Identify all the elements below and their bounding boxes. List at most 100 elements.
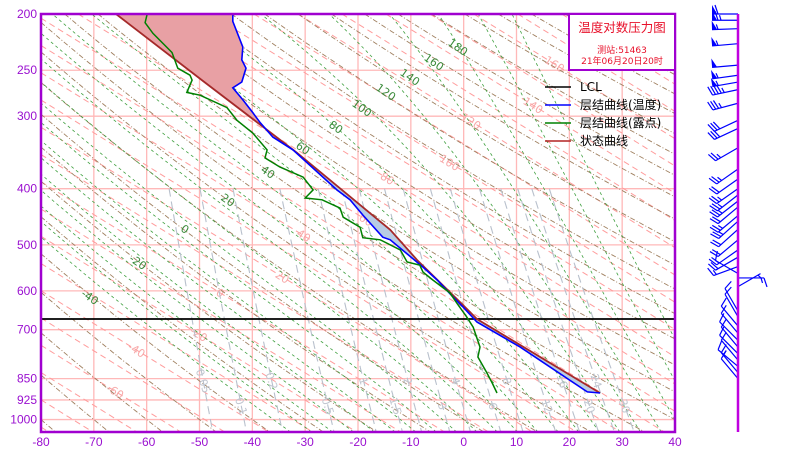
mixing-ratio-line <box>517 188 600 432</box>
wind-barb <box>738 277 768 288</box>
pink-isopleth-line <box>429 14 675 167</box>
sounding-curves <box>41 14 675 394</box>
y-tick-label: 925 <box>17 393 37 407</box>
barb-staff <box>715 259 739 274</box>
pink-isopleth-line <box>297 14 675 249</box>
x-tick-label: 0 <box>460 435 467 449</box>
barb-flag <box>711 20 718 30</box>
barb-feather <box>710 152 719 160</box>
wind-barbs <box>707 4 768 380</box>
dewpoint-curve <box>144 14 498 394</box>
barb-staff <box>720 358 739 380</box>
y-tick-label: 1000 <box>10 413 37 427</box>
pink-isopleth-label: -60 <box>104 382 126 403</box>
wind-barb <box>707 256 739 271</box>
wind-barb <box>720 331 739 361</box>
mixing-ratio-label: 30 <box>616 398 633 415</box>
wind-barb <box>714 251 739 274</box>
barb-feather <box>708 177 718 185</box>
barb-feather <box>708 258 718 266</box>
barb-feather <box>719 313 725 323</box>
moist-adiabat-line <box>511 14 675 340</box>
barb-staff <box>712 89 739 96</box>
barb-half-feather <box>721 87 725 93</box>
barb-feather <box>707 263 716 271</box>
dry-adiabat-line <box>464 14 675 135</box>
pink-isopleth-label: 100 <box>437 152 462 174</box>
barb-staff <box>716 188 739 205</box>
barb-flag <box>710 77 718 87</box>
moist-adiabat-line <box>437 14 675 420</box>
dry-adiabat-line <box>41 374 110 432</box>
barb-feather <box>720 344 727 354</box>
dry-adiabat-line <box>41 146 431 432</box>
mixing-ratio-label: 3 <box>435 401 450 412</box>
barb-staff <box>737 273 761 288</box>
mixing-ratio-label: 0.5 <box>319 396 337 417</box>
moist-adiabat-line <box>41 122 437 432</box>
dry-adiabat-line <box>331 14 675 220</box>
barb-feather <box>711 203 721 210</box>
mixing-ratio-line <box>449 188 524 432</box>
axis-ticks: -80 -70 -60 -50 -40 -30 -20 -10 0 10 20 30 402002503… <box>10 7 682 449</box>
x-tick-label: -40 <box>244 435 262 449</box>
wind-barb <box>720 318 739 348</box>
barb-feather <box>710 122 718 131</box>
barb-staff <box>717 194 739 212</box>
barb-feather <box>709 226 719 233</box>
barb-feather <box>707 267 715 276</box>
barb-feather <box>708 187 718 195</box>
barb-feather <box>714 11 719 21</box>
mixing-ratio-line <box>358 188 423 432</box>
barb-feather <box>709 205 718 212</box>
x-tick-label: 20 <box>563 435 577 449</box>
x-tick-label: -20 <box>349 435 367 449</box>
barb-half-feather <box>717 196 722 201</box>
dry-adiabat-line <box>164 14 675 340</box>
barb-staff <box>712 102 739 111</box>
barb-feather <box>709 218 719 225</box>
x-tick-label: -80 <box>32 435 50 449</box>
x-tick-label: -30 <box>296 435 314 449</box>
moist-adiabat-line <box>477 14 675 382</box>
dry-adiabat-label: -40 <box>79 287 101 308</box>
barb-half-feather <box>757 274 763 280</box>
dry-adiabat-label: 40 <box>258 163 277 182</box>
mixing-ratio-line <box>429 188 502 432</box>
barb-feather <box>709 211 718 218</box>
title-time: 21年06月20日20时 <box>581 55 663 67</box>
wind-barb <box>707 100 739 111</box>
barb-staff <box>714 127 739 141</box>
barb-feather <box>724 281 732 289</box>
dry-adiabat-line <box>41 180 378 432</box>
y-tick-label: 200 <box>17 7 37 21</box>
moist-adiabat-line <box>41 189 354 432</box>
barb-staff <box>717 239 739 257</box>
barb-staff <box>713 266 739 277</box>
wind-barb <box>710 228 739 248</box>
barb-feather <box>720 350 727 360</box>
pink-isopleth-line <box>41 317 226 432</box>
barb-staff <box>716 249 739 266</box>
barb-feather <box>711 216 721 223</box>
y-tick-label: 850 <box>17 372 37 386</box>
barb-feather <box>711 195 720 203</box>
legend-label-lcl: LCL <box>580 80 602 94</box>
barb-feather <box>707 132 715 140</box>
mixing-ratio-label: 0.2 <box>262 371 280 392</box>
wind-barb <box>709 194 739 212</box>
wind-barb <box>707 84 739 96</box>
legend-label-dewpoint: 层结曲线(露点) <box>580 116 661 130</box>
barb-feather <box>714 4 719 15</box>
barb-staff <box>720 326 739 348</box>
mixing-ratio-line <box>402 188 472 432</box>
wind-barb <box>720 350 739 380</box>
barb-feather <box>713 85 719 95</box>
plot-frame <box>39 12 677 434</box>
barb-feather <box>763 277 768 288</box>
barb-flag <box>712 11 717 21</box>
barb-half-feather <box>715 80 719 86</box>
barb-staff <box>716 178 739 195</box>
barb-half-feather <box>717 203 723 208</box>
